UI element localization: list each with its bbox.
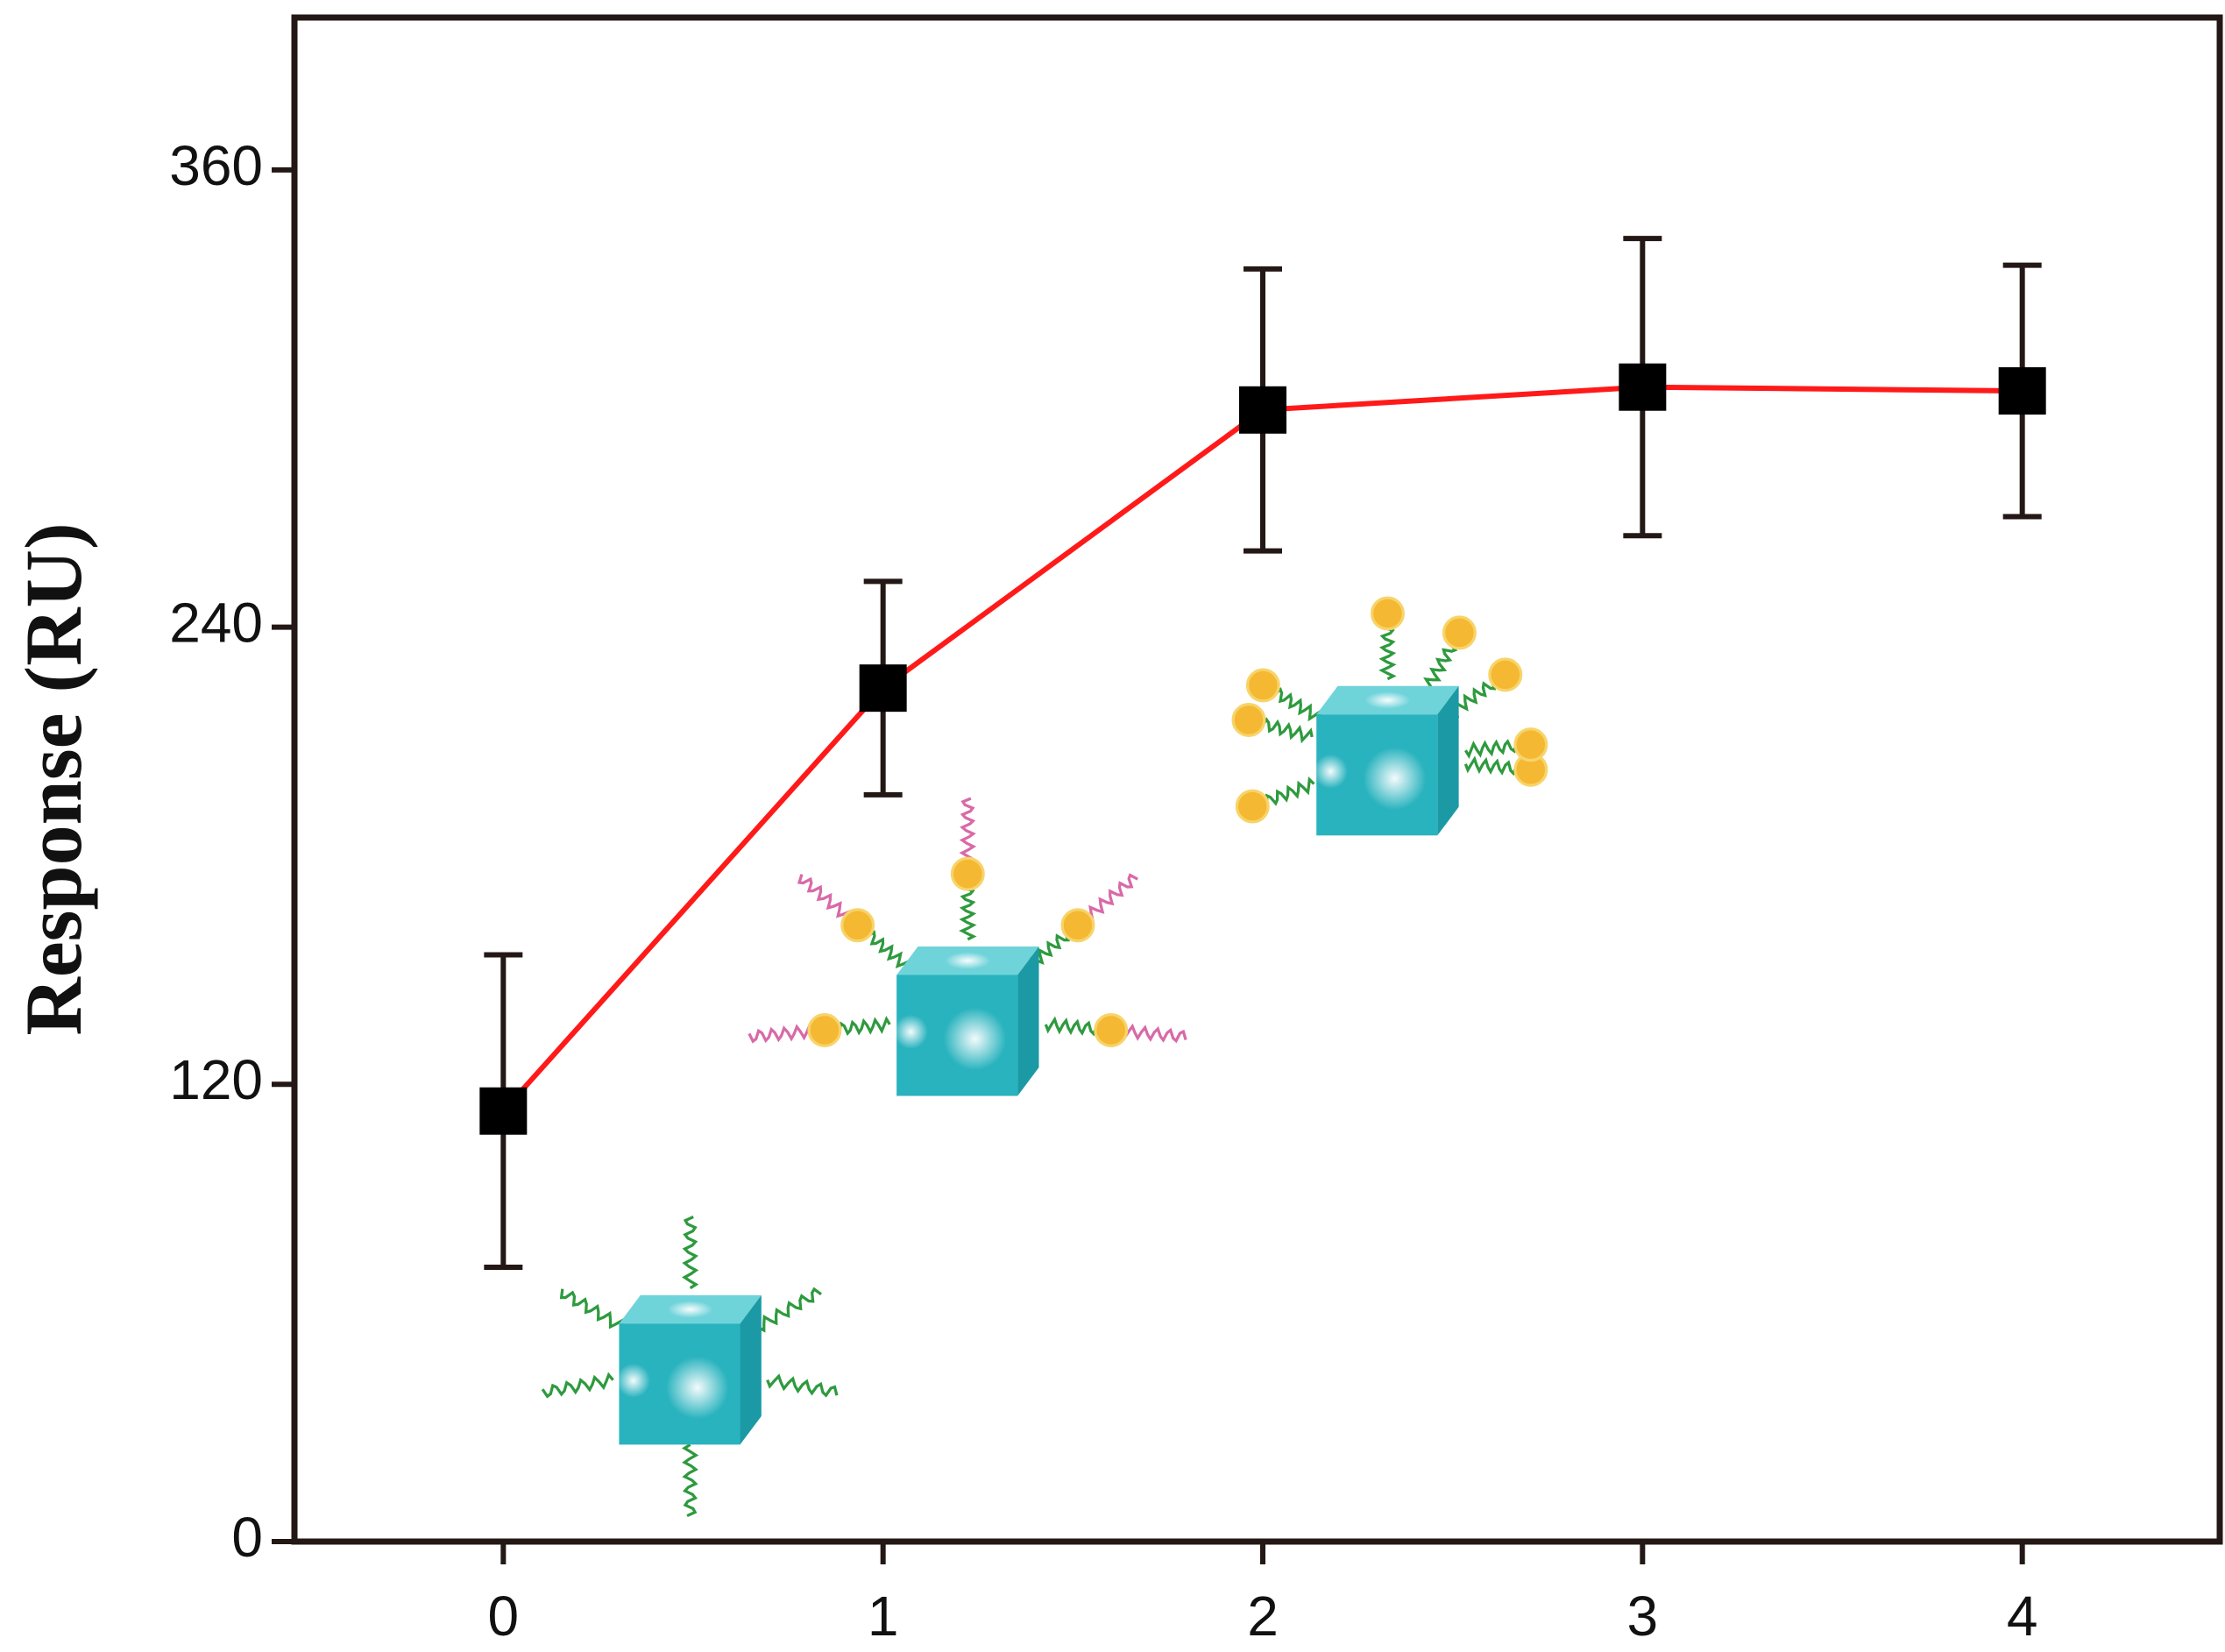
strand <box>682 1216 699 1290</box>
cube-highlight <box>1313 754 1348 789</box>
cube-group <box>748 797 1187 1096</box>
cube-highlight <box>666 1356 729 1420</box>
ball <box>807 1012 842 1047</box>
y-tick-label: 360 <box>169 134 263 197</box>
strand <box>766 1373 839 1398</box>
strand <box>1044 1016 1104 1037</box>
x-tick-label: 1 <box>868 1585 899 1648</box>
ball <box>1245 668 1280 703</box>
cube-highlight <box>893 1014 928 1049</box>
strand <box>1256 717 1314 744</box>
plot-frame <box>291 14 2223 1545</box>
y-axis-label: Response (RU) <box>9 522 98 1035</box>
ball <box>1488 657 1523 692</box>
cube-highlight <box>667 1301 713 1318</box>
y-tick-label: 0 <box>231 1506 263 1569</box>
ball <box>1370 596 1405 631</box>
marker <box>1239 386 1286 434</box>
cube-highlight <box>943 1007 1007 1071</box>
x-tick-label: 4 <box>2007 1585 2038 1648</box>
cube-highlight <box>616 1363 651 1398</box>
cube-group <box>1231 596 1548 836</box>
strand <box>757 1287 823 1333</box>
ball <box>1231 703 1266 738</box>
strand <box>959 797 977 864</box>
illustration <box>541 596 1548 1518</box>
ball <box>1513 727 1548 762</box>
strand <box>1258 776 1315 810</box>
strand <box>1378 620 1397 681</box>
cube-highlight <box>1363 747 1427 811</box>
cube-side <box>740 1294 762 1445</box>
marker <box>479 1087 528 1135</box>
ball <box>840 908 875 943</box>
strand <box>682 1443 699 1518</box>
ball <box>950 856 985 891</box>
ball <box>1094 1012 1129 1047</box>
cube-side <box>1437 685 1459 836</box>
marker <box>1619 363 1667 411</box>
cube-highlight <box>1364 691 1411 709</box>
strand <box>541 1372 614 1399</box>
cube-side <box>1017 946 1039 1096</box>
strand <box>1268 686 1322 722</box>
ball <box>1442 615 1477 650</box>
x-tick-label: 3 <box>1627 1585 1659 1648</box>
strand <box>1121 1023 1187 1044</box>
strand <box>1086 873 1138 923</box>
x-tick-label: 2 <box>1247 1585 1279 1648</box>
strand <box>831 1016 891 1037</box>
strand <box>559 1288 624 1329</box>
cube-highlight <box>945 952 991 969</box>
ball <box>1060 908 1095 943</box>
x-tick-label: 0 <box>488 1585 520 1648</box>
strand <box>861 927 911 969</box>
ball <box>1235 789 1270 824</box>
strand <box>748 1023 815 1044</box>
marker <box>859 664 907 713</box>
y-tick-label: 120 <box>169 1048 263 1111</box>
cube-group <box>541 1216 839 1518</box>
y-tick-label: 240 <box>169 592 263 655</box>
marker <box>1998 367 2046 415</box>
strand <box>797 874 853 918</box>
strand <box>959 881 977 941</box>
strand <box>1463 755 1524 776</box>
strand <box>1423 638 1458 691</box>
strand <box>1464 738 1524 760</box>
